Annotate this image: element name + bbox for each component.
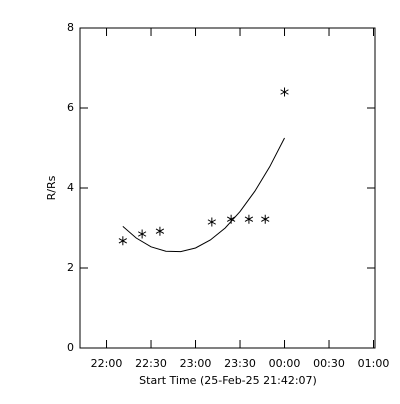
x-tick-label: 00:30 — [313, 357, 345, 370]
point — [118, 236, 128, 246]
y-tick-label: 4 — [67, 181, 74, 194]
y-tick-label: 6 — [67, 101, 74, 114]
x-tick-label: 22:00 — [91, 357, 123, 370]
point — [280, 87, 289, 97]
y-axis-label: R/Rs — [45, 175, 58, 200]
y-tick-label: 0 — [67, 341, 74, 354]
x-tick-label: 00:00 — [269, 357, 301, 370]
point — [261, 214, 270, 224]
point — [244, 214, 254, 224]
point — [207, 217, 217, 227]
x-tick-label: 01:00 — [358, 357, 390, 370]
x-tick-label: 23:00 — [180, 357, 212, 370]
point — [155, 226, 165, 236]
point — [226, 214, 236, 224]
y-tick-label: 2 — [67, 261, 74, 274]
x-tick-label: 23:30 — [224, 357, 256, 370]
fit-curve — [122, 137, 285, 253]
y-tick-label: 8 — [67, 21, 74, 34]
x-axis-label: Start Time (25-Feb-25 21:42:07) — [139, 374, 317, 387]
plot-frame — [79, 27, 376, 349]
x-tick-label: 22:30 — [135, 357, 167, 370]
point — [137, 229, 147, 239]
